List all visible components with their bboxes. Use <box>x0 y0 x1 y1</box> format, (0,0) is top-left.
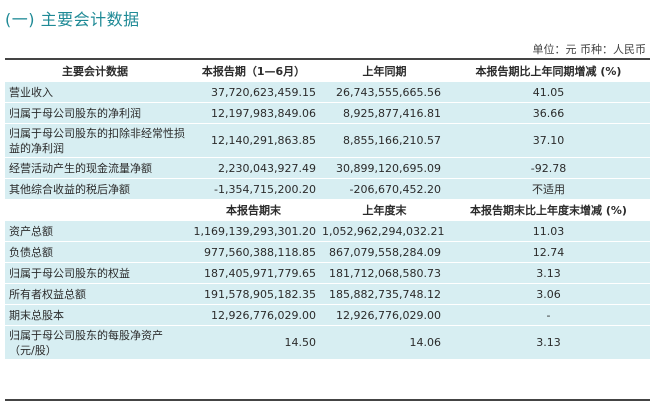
prior-value: 26,743,555,665.56 <box>322 81 447 103</box>
prior-value: 181,712,068,580.73 <box>322 262 447 284</box>
table-row: 资产总额 1,169,139,293,301.20 1,052,962,294,… <box>5 220 650 242</box>
table-row: 归属于母公司股东的扣除非经常性损益的净利润 12,140,291,863.85 … <box>5 123 650 158</box>
row-label: 营业收入 <box>5 81 185 103</box>
table-row: 归属于母公司股东的权益 187,405,971,779.65 181,712,0… <box>5 262 650 284</box>
table-row: 归属于母公司股东的净利润 12,197,983,849.06 8,925,877… <box>5 102 650 124</box>
prior-value: 185,882,735,748.12 <box>322 283 447 305</box>
current-value: 187,405,971,779.65 <box>185 262 322 284</box>
change-percent: 3.13 <box>447 325 650 360</box>
current-value: 2,230,043,927.49 <box>185 157 322 179</box>
current-value: 37,720,623,459.15 <box>185 81 322 103</box>
change-percent: 12.74 <box>447 241 650 263</box>
row-label: 归属于母公司股东的权益 <box>5 262 185 284</box>
unit-note: 单位：元 币种：人民币 <box>532 43 647 56</box>
change-percent: 11.03 <box>447 220 650 242</box>
header-cell: 上年同期 <box>322 61 447 82</box>
table-row: 归属于母公司股东的每股净资产（元/股） 14.50 14.06 3.13 <box>5 325 650 360</box>
current-value: 12,140,291,863.85 <box>185 123 322 158</box>
table-row: 经营活动产生的现金流量净额 2,230,043,927.49 30,899,12… <box>5 157 650 179</box>
change-percent: - <box>447 304 650 326</box>
table-row: 营业收入 37,720,623,459.15 26,743,555,665.56… <box>5 81 650 103</box>
row-label: 归属于母公司股东的扣除非经常性损益的净利润 <box>5 123 185 158</box>
header-cell: 上年度末 <box>322 199 447 221</box>
prior-value: 8,925,877,416.81 <box>322 102 447 124</box>
row-label: 期末总股本 <box>5 304 185 326</box>
prior-value: 867,079,558,284.09 <box>322 241 447 263</box>
current-value: 1,169,139,293,301.20 <box>185 220 322 242</box>
current-value: 12,926,776,029.00 <box>185 304 322 326</box>
table-row: 期末总股本 12,926,776,029.00 12,926,776,029.0… <box>5 304 650 326</box>
table-bottom-rule <box>5 399 650 401</box>
row-label: 经营活动产生的现金流量净额 <box>5 157 185 179</box>
current-value: 14.50 <box>185 325 322 360</box>
header-cell: 主要会计数据 <box>5 61 185 82</box>
change-percent: 3.06 <box>447 283 650 305</box>
row-label: 归属于母公司股东的每股净资产（元/股） <box>5 325 185 360</box>
row-label: 资产总额 <box>5 220 185 242</box>
table-row: 所有者权益总额 191,578,905,182.35 185,882,735,7… <box>5 283 650 305</box>
prior-value: 30,899,120,695.09 <box>322 157 447 179</box>
row-label: 其他综合收益的税后净额 <box>5 178 185 200</box>
change-percent: 41.05 <box>447 81 650 103</box>
accounting-data-table: 主要会计数据 本报告期（1—6月） 上年同期 本报告期比上年同期增减 (%) 营… <box>5 61 650 360</box>
current-value: -1,354,715,200.20 <box>185 178 322 200</box>
table-subheader-row: 本报告期末 上年度末 本报告期末比上年度末增减 (%) <box>5 199 650 221</box>
table-row: 负债总额 977,560,388,118.85 867,079,558,284.… <box>5 241 650 263</box>
prior-value: 14.06 <box>322 325 447 360</box>
header-cell: 本报告期末 <box>185 199 322 221</box>
change-percent: 不适用 <box>447 178 650 200</box>
change-percent: 3.13 <box>447 262 650 284</box>
header-cell: 本报告期比上年同期增减 (%) <box>447 61 650 82</box>
header-cell <box>5 199 185 221</box>
current-value: 977,560,388,118.85 <box>185 241 322 263</box>
table-row: 其他综合收益的税后净额 -1,354,715,200.20 -206,670,4… <box>5 178 650 200</box>
table-header-row: 主要会计数据 本报告期（1—6月） 上年同期 本报告期比上年同期增减 (%) <box>5 61 650 82</box>
prior-value: 1,052,962,294,032.21 <box>322 220 447 242</box>
section-title: (一) 主要会计数据 <box>5 10 140 29</box>
header-cell: 本报告期末比上年度末增减 (%) <box>447 199 650 221</box>
current-value: 191,578,905,182.35 <box>185 283 322 305</box>
change-percent: 37.10 <box>447 123 650 158</box>
change-percent: 36.66 <box>447 102 650 124</box>
header-cell: 本报告期（1—6月） <box>185 61 322 82</box>
change-percent: -92.78 <box>447 157 650 179</box>
row-label: 负债总额 <box>5 241 185 263</box>
prior-value: 8,855,166,210.57 <box>322 123 447 158</box>
row-label: 所有者权益总额 <box>5 283 185 305</box>
row-label: 归属于母公司股东的净利润 <box>5 102 185 124</box>
prior-value: -206,670,452.20 <box>322 178 447 200</box>
current-value: 12,197,983,849.06 <box>185 102 322 124</box>
table-top-rule <box>5 58 650 60</box>
prior-value: 12,926,776,029.00 <box>322 304 447 326</box>
